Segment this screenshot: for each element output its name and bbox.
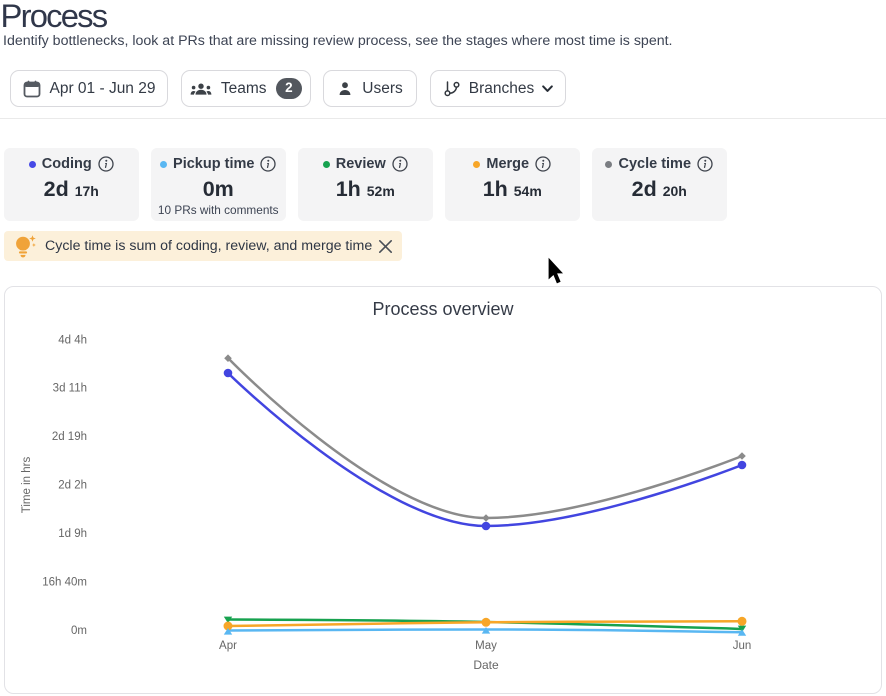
svg-text:1d 9h: 1d 9h [58,528,87,540]
svg-text:16h 40m: 16h 40m [42,577,87,589]
svg-text:4d 4h: 4d 4h [58,335,87,347]
svg-text:Process overview: Process overview [372,299,514,319]
svg-text:Jun: Jun [733,640,752,652]
svg-text:Time in hrs: Time in hrs [21,457,33,514]
svg-text:0m: 0m [71,625,87,637]
svg-text:3d 11h: 3d 11h [53,383,87,395]
svg-text:Date: Date [473,658,499,672]
svg-text:Apr: Apr [219,640,237,652]
svg-text:2d 2h: 2d 2h [58,480,87,492]
svg-text:2d 19h: 2d 19h [52,431,87,443]
svg-text:May: May [475,640,497,652]
